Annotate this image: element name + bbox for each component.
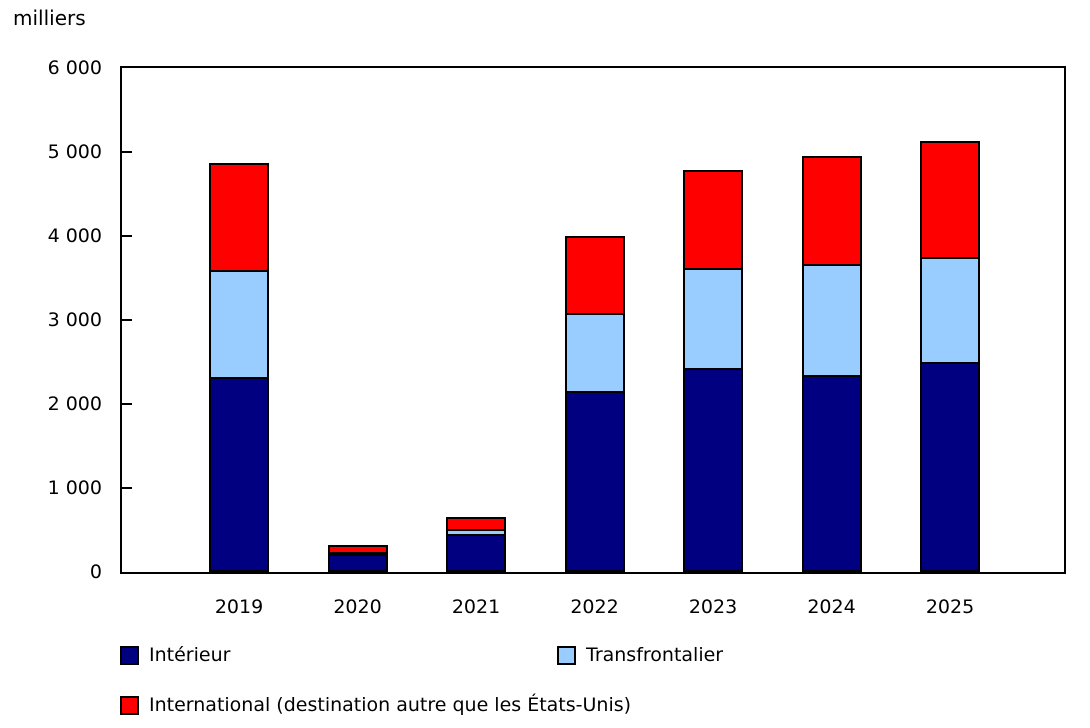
y-tick-mark <box>122 487 132 489</box>
bar-segment <box>920 257 980 364</box>
bar-segment <box>446 534 506 572</box>
y-tick-label: 4 000 <box>47 225 102 247</box>
legend-swatch-interieur <box>120 645 139 665</box>
bar-segment <box>209 377 269 572</box>
x-tick-label: 2020 <box>333 596 382 618</box>
y-tick-mark <box>122 235 132 237</box>
bar-2024 <box>801 156 862 572</box>
y-tick-mark <box>122 151 132 153</box>
bar-segment <box>801 264 862 377</box>
bar-segment <box>683 268 743 370</box>
legend-label-international: International (destination autre que les… <box>149 694 632 716</box>
legend-item-transfrontalier: Transfrontalier <box>557 644 723 666</box>
bar-2023 <box>683 170 743 572</box>
y-tick-mark <box>122 319 132 321</box>
bar-segment <box>801 375 862 572</box>
y-tick-mark <box>122 403 132 405</box>
bar-segment <box>564 391 625 572</box>
bar-segment <box>209 270 269 379</box>
x-tick-label: 2019 <box>214 596 264 618</box>
bar-segment <box>327 554 388 572</box>
bar-2020 <box>327 545 388 572</box>
x-tick-label: 2025 <box>925 596 975 618</box>
legend-label-interieur: Intérieur <box>149 644 231 666</box>
legend-item-interieur: Intérieur <box>120 644 230 666</box>
legend-label-transfrontalier: Transfrontalier <box>586 644 724 666</box>
bar-segment <box>564 236 625 315</box>
y-tick-label: 2 000 <box>47 393 102 415</box>
bar-segment <box>327 545 388 554</box>
y-tick-label: 0 <box>89 561 102 583</box>
x-tick-label: 2023 <box>688 596 738 618</box>
bar-2021 <box>446 517 506 572</box>
bar-segment <box>446 517 506 531</box>
bar-segment <box>683 368 743 572</box>
bar-2022 <box>564 236 625 572</box>
bar-segment <box>920 362 980 572</box>
y-tick-label: 3 000 <box>47 309 102 331</box>
x-tick-label: 2024 <box>807 596 856 618</box>
legend-swatch-transfrontalier <box>557 645 576 665</box>
y-tick-label: 6 000 <box>47 57 102 79</box>
x-tick-label: 2021 <box>451 596 501 618</box>
bar-segment <box>920 141 980 259</box>
bar-segment <box>209 163 269 272</box>
bar-segment <box>683 170 743 270</box>
bar-segment <box>801 156 862 266</box>
x-tick-label: 2022 <box>570 596 619 618</box>
y-axis-unit-label: milliers <box>13 6 86 30</box>
legend-item-international: International (destination autre que les… <box>120 694 631 716</box>
y-tick-label: 5 000 <box>47 141 102 163</box>
plot-area <box>120 66 1066 574</box>
bar-segment <box>564 313 625 393</box>
legend-swatch-international <box>120 695 139 715</box>
y-tick-label: 1 000 <box>47 477 102 499</box>
bar-2025 <box>920 141 980 572</box>
bar-2019 <box>209 163 269 572</box>
